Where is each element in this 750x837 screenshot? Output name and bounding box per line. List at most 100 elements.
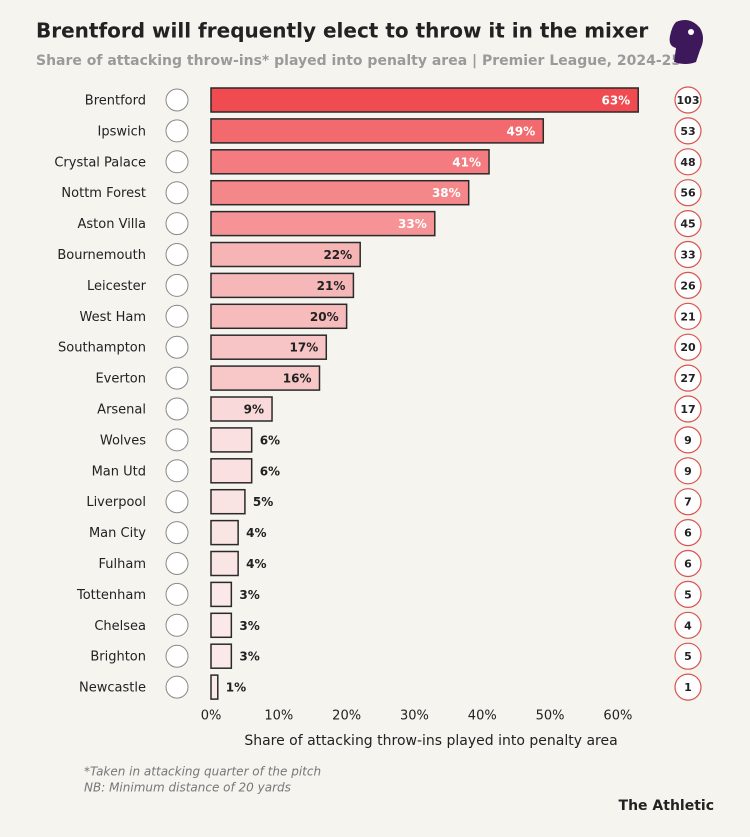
y-tick-label: Chelsea — [94, 619, 146, 634]
y-tick-label: Crystal Palace — [54, 155, 146, 170]
bar — [210, 458, 253, 484]
count-circle — [674, 457, 702, 485]
value-label: 4% — [246, 557, 266, 571]
count-circle — [674, 302, 702, 330]
chart-title: Brentford will frequently elect to throw… — [36, 19, 648, 43]
count-circle — [674, 488, 702, 516]
count-label: 20 — [680, 341, 696, 354]
count-circle — [674, 426, 702, 454]
y-tick-label: Liverpool — [86, 495, 146, 510]
count-label: 27 — [680, 372, 695, 385]
club-badge — [165, 273, 189, 297]
club-badge — [165, 613, 189, 637]
count-circle — [674, 271, 702, 299]
count-circle — [674, 333, 702, 361]
value-label: 3% — [239, 650, 259, 664]
value-label: 17% — [290, 341, 319, 355]
value-label: 3% — [239, 588, 259, 602]
bar — [210, 427, 253, 453]
count-circle — [674, 240, 702, 269]
bar — [210, 674, 219, 700]
count-label: 7 — [684, 496, 692, 509]
value-label: 5% — [253, 495, 273, 509]
count-label: 4 — [684, 619, 692, 632]
y-tick-label: Everton — [95, 372, 146, 387]
bar — [210, 118, 545, 144]
count-label: 6 — [684, 527, 692, 540]
count-label: 48 — [680, 156, 695, 169]
count-circle — [674, 673, 702, 701]
y-tick-label: Man City — [89, 526, 146, 541]
club-badge — [165, 181, 189, 205]
y-tick-label: Man Utd — [92, 464, 146, 479]
bar — [210, 210, 436, 237]
value-label: 6% — [260, 464, 280, 478]
footnote: *Taken in attacking quarter of the pitch — [84, 765, 321, 779]
count-label: 9 — [684, 434, 692, 447]
value-label: 4% — [246, 526, 266, 540]
chart-subtitle: Share of attacking throw-ins* played int… — [36, 53, 681, 69]
club-badge — [165, 119, 189, 143]
value-label: 41% — [452, 155, 481, 169]
footnote: NB: Minimum distance of 20 yards — [84, 781, 291, 795]
bar — [210, 550, 239, 577]
y-tick-label: Wolves — [100, 433, 146, 448]
club-badge — [165, 212, 189, 236]
club-badge — [165, 88, 189, 112]
bar — [210, 241, 361, 268]
count-label: 103 — [677, 94, 700, 107]
value-label: 49% — [507, 124, 536, 138]
club-badge — [165, 675, 189, 699]
count-label: 21 — [680, 310, 695, 323]
y-tick-label: Bournemouth — [57, 248, 146, 263]
count-circle — [674, 148, 702, 176]
y-tick-label: Aston Villa — [78, 217, 147, 232]
club-badge — [165, 243, 189, 266]
value-label: 21% — [317, 279, 346, 293]
club-badge — [165, 552, 189, 575]
bar — [210, 519, 239, 546]
count-circle — [674, 364, 702, 392]
club-badge — [165, 644, 189, 668]
count-circle — [674, 642, 702, 670]
x-tick-label: 50% — [536, 709, 565, 724]
y-tick-label: Newcastle — [79, 681, 146, 696]
y-tick-label: Southampton — [58, 341, 146, 356]
count-circle — [674, 86, 702, 114]
bar — [210, 87, 639, 113]
club-badge — [165, 150, 189, 174]
count-label: 1 — [684, 681, 692, 694]
bar — [210, 396, 273, 422]
count-circle — [674, 117, 702, 145]
bar — [210, 643, 233, 669]
club-badge — [165, 521, 189, 545]
count-label: 33 — [680, 249, 695, 262]
y-tick-label: Fulham — [99, 557, 147, 572]
value-label: 38% — [432, 186, 461, 200]
count-label: 26 — [680, 279, 696, 292]
count-circle — [674, 518, 702, 547]
count-label: 5 — [684, 588, 692, 601]
count-circle — [674, 395, 702, 423]
count-circle — [674, 611, 702, 639]
value-label: 16% — [283, 372, 312, 386]
club-badge — [165, 335, 189, 359]
bar — [210, 488, 246, 515]
count-label: 53 — [680, 125, 695, 138]
value-label: 20% — [310, 310, 339, 324]
count-label: 45 — [680, 218, 695, 231]
count-circle — [674, 580, 702, 609]
x-tick-label: 10% — [264, 709, 293, 724]
bar — [210, 334, 328, 360]
x-tick-label: 30% — [400, 709, 429, 724]
y-tick-label: West Ham — [80, 310, 147, 325]
value-label: 33% — [398, 217, 427, 231]
count-label: 6 — [684, 558, 692, 571]
count-circle — [674, 179, 702, 207]
bar — [210, 272, 355, 299]
y-tick-label: Brentford — [85, 94, 146, 109]
x-axis-label: Share of attacking throw-ins played into… — [244, 733, 617, 749]
y-tick-label: Arsenal — [97, 403, 146, 418]
y-tick-label: Ipswich — [98, 124, 147, 139]
